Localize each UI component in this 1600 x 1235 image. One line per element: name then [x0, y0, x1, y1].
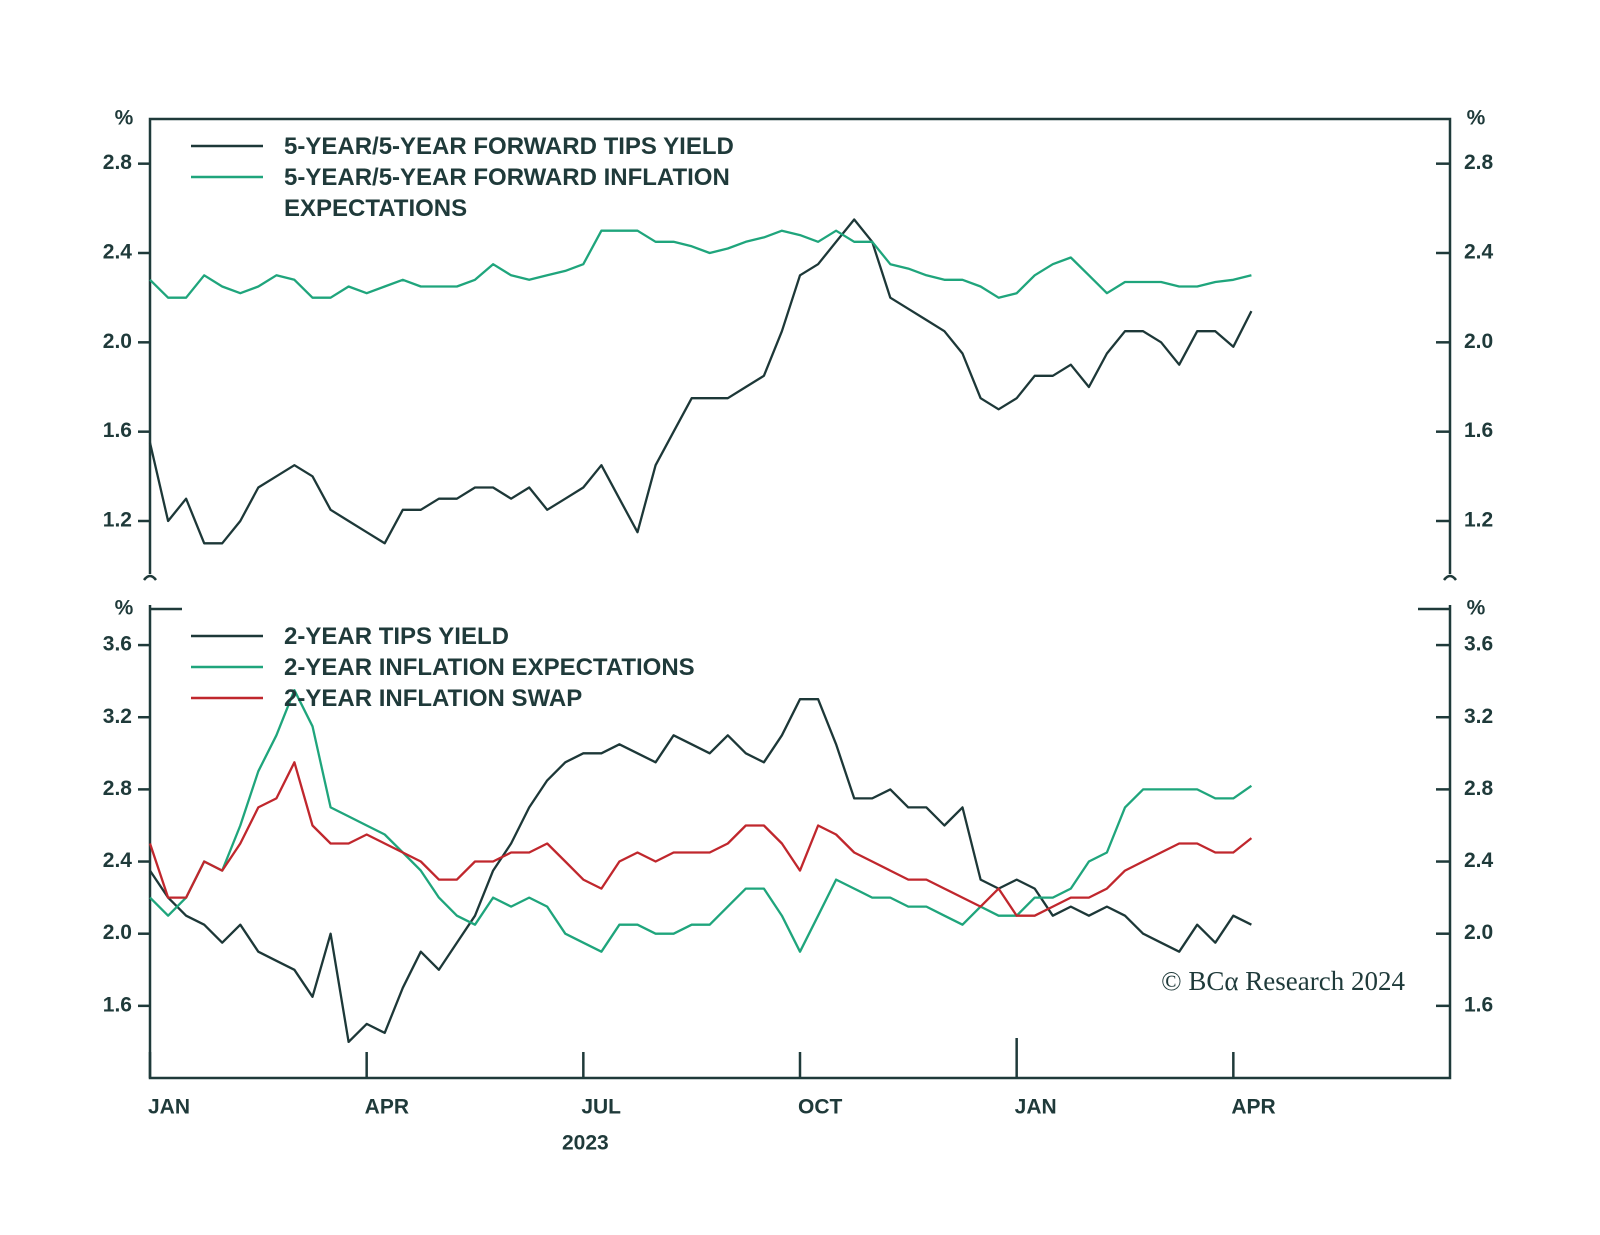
- y-tick-label: 2.8: [103, 151, 133, 174]
- legend-label: 5-YEAR/5-YEAR FORWARD TIPS YIELD: [284, 133, 734, 160]
- legend-label: 2-YEAR INFLATION EXPECTATIONS: [284, 654, 695, 681]
- x-axis-label: 2023: [562, 1132, 609, 1155]
- copyright: © BCα Research 2024: [1161, 966, 1405, 996]
- y-tick-label: 3.2: [103, 705, 132, 728]
- y-tick-label: 1.6: [1464, 993, 1493, 1016]
- y-tick-label: 3.2: [1464, 705, 1493, 728]
- y-tick-label: 2.8: [1464, 151, 1494, 174]
- y-tick-label: 1.2: [103, 509, 132, 532]
- axis-break: [143, 574, 1457, 581]
- series-line: [148, 218, 1253, 545]
- legend-label: 5-YEAR/5-YEAR FORWARD INFLATION EXPECTAT…: [284, 164, 730, 222]
- y-unit-label: %: [115, 107, 134, 130]
- y-unit-label: %: [1467, 597, 1486, 620]
- y-unit-label: %: [1467, 107, 1486, 130]
- y-tick-label: 2.8: [1464, 777, 1494, 800]
- y-unit-label: %: [115, 597, 134, 620]
- x-tick-label: JAN: [148, 1096, 190, 1119]
- x-tick-label: OCT: [798, 1096, 843, 1119]
- y-tick-label: 2.0: [103, 330, 132, 353]
- series-line: [149, 689, 1253, 953]
- y-tick-label: 1.6: [103, 993, 132, 1016]
- y-tick-label: 1.2: [1464, 509, 1493, 532]
- series-line: [148, 761, 1253, 917]
- y-tick-label: 1.6: [1464, 419, 1493, 442]
- series-line: [149, 229, 1252, 299]
- y-tick-label: 2.4: [1464, 849, 1494, 872]
- y-tick-label: 2.8: [103, 777, 133, 800]
- y-tick-label: 2.4: [103, 241, 133, 264]
- y-tick-label: 3.6: [1464, 633, 1493, 656]
- legend-label: 2-YEAR INFLATION SWAP: [284, 685, 583, 712]
- x-tick-label: APR: [365, 1096, 409, 1119]
- legend-label: 2-YEAR TIPS YIELD: [284, 623, 509, 650]
- y-tick-label: 1.6: [103, 419, 132, 442]
- y-tick-label: 2.0: [103, 921, 132, 944]
- y-tick-label: 2.4: [1464, 241, 1494, 264]
- x-tick-label: JUL: [581, 1096, 621, 1119]
- y-tick-label: 3.6: [103, 633, 132, 656]
- y-tick-label: 2.4: [103, 849, 133, 872]
- frame: [148, 117, 1452, 574]
- y-tick-label: 2.0: [1464, 330, 1493, 353]
- x-tick-label: APR: [1231, 1096, 1275, 1119]
- series-line: [149, 698, 1252, 1044]
- x-tick-label: JAN: [1015, 1096, 1057, 1119]
- y-tick-label: 2.0: [1464, 921, 1493, 944]
